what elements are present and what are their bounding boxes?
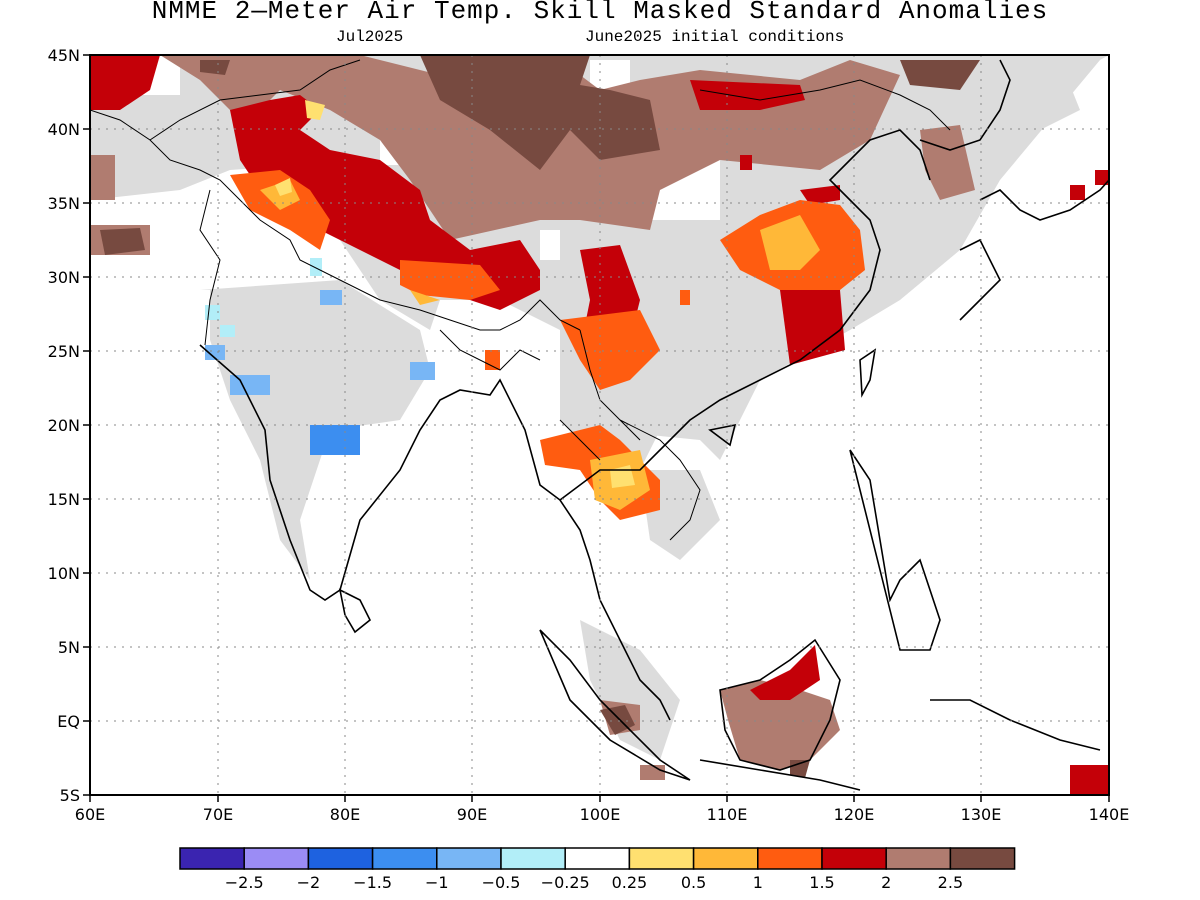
- anomaly-above-2.5: [100, 55, 980, 778]
- lon-axis-labels: 60E 70E 80E 90E 100E 110E 120E 130E 140E: [75, 805, 1130, 824]
- colorbar-label: 1: [753, 873, 763, 892]
- lat-tick-label: 20N: [48, 416, 80, 435]
- colorbar-label: 1.5: [809, 873, 834, 892]
- colorbar-swatch: [371, 847, 438, 870]
- lat-tick-label: 15N: [48, 490, 80, 509]
- colorbar-label: −2.5: [225, 873, 264, 892]
- lon-tick-label: 140E: [1089, 805, 1130, 824]
- country-borders: [90, 59, 951, 541]
- negative-anomalies: [205, 258, 435, 455]
- colorbar-label: 0.25: [612, 873, 648, 892]
- colorbar-label: −0.25: [541, 873, 590, 892]
- colorbar-swatch: [949, 847, 1016, 870]
- lat-tick-label: 10N: [48, 564, 80, 583]
- lat-tick-label: 40N: [48, 120, 80, 139]
- colorbar-swatch: [436, 847, 502, 870]
- colorbar-swatch: [628, 847, 695, 870]
- colorbar-swatch: [179, 847, 245, 870]
- colorbar-label: −1.5: [353, 873, 392, 892]
- lat-tick-label: 5N: [58, 638, 80, 657]
- colorbar-label: 0.5: [681, 873, 706, 892]
- lat-tick-label: 5S: [60, 786, 80, 805]
- colorbar-swatch: [564, 847, 631, 870]
- colorbar-swatch: [757, 847, 823, 870]
- axis-ticks: [83, 54, 1110, 802]
- colorbar-label: −2: [297, 873, 321, 892]
- colorbar-labels: −2.5 −2 −1.5 −1 −0.5 −0.25 0.25 0.5 1 1.5 2 2.5: [225, 873, 963, 892]
- colorbar-label: 2: [881, 873, 891, 892]
- lon-tick-label: 80E: [330, 805, 360, 824]
- lon-tick-label: 130E: [961, 805, 1002, 824]
- colorbar-label: −0.5: [482, 873, 521, 892]
- colorbar-swatch: [692, 847, 759, 870]
- colorbar-swatch: [243, 847, 310, 870]
- initial-conditions: June2025 initial conditions: [585, 28, 845, 46]
- colorbar-label: −1: [425, 873, 449, 892]
- lon-tick-label: 110E: [707, 805, 748, 824]
- lon-tick-label: 90E: [457, 805, 487, 824]
- lat-tick-label: 35N: [48, 194, 80, 213]
- forecast-month: Jul2025: [336, 28, 404, 46]
- colorbar: [179, 847, 1016, 870]
- lon-tick-label: 120E: [834, 805, 875, 824]
- anomaly-1-to-1.5: [230, 170, 865, 520]
- colorbar-swatch: [307, 847, 374, 870]
- lat-axis-labels: 45N 40N 35N 30N 25N 20N 15N 10N 5N EQ 5S: [48, 46, 80, 805]
- colorbar-swatch: [500, 847, 566, 870]
- lat-tick-label: 25N: [48, 342, 80, 361]
- colorbar-swatch: [885, 847, 952, 870]
- lon-tick-label: 70E: [203, 805, 233, 824]
- map-title: NMME 2—Meter Air Temp. Skill Masked Stan…: [151, 0, 1049, 26]
- lon-tick-label: 100E: [580, 805, 621, 824]
- lat-tick-label: EQ: [57, 712, 80, 731]
- lat-tick-label: 30N: [48, 268, 80, 287]
- anomaly-field: [90, 55, 1109, 795]
- coastlines: [199, 59, 1109, 791]
- lon-tick-label: 60E: [75, 805, 105, 824]
- grid: [90, 55, 1109, 795]
- colorbar-label: 2.5: [938, 873, 963, 892]
- lat-tick-label: 45N: [48, 46, 80, 65]
- colorbar-swatch: [821, 847, 887, 870]
